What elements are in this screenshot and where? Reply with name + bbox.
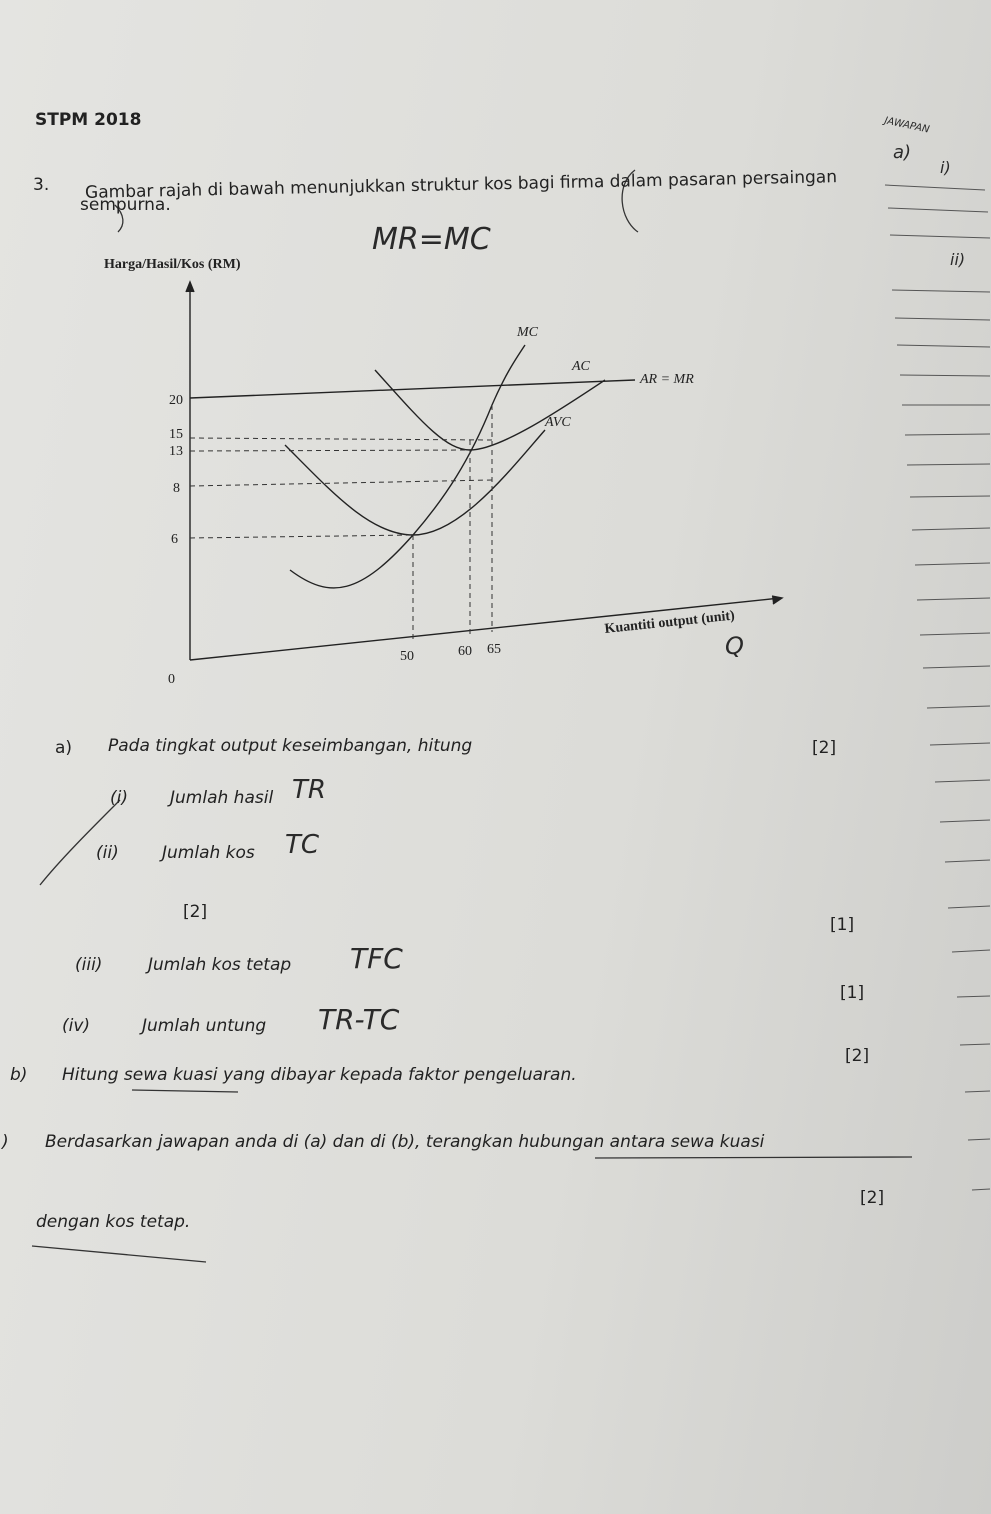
handwritten-text: a) [893,142,912,163]
item-number: (iii) [75,955,103,975]
handwritten-text: i) [940,158,951,177]
item-text: Jumlah kos tetap [148,955,292,975]
handwritten-text: TR [292,775,326,805]
item-number: (i) [110,788,128,808]
mark: [2] [860,1188,885,1208]
x-tick-label: 50 [400,649,414,664]
header-title: STPM 2018 [35,110,142,130]
y-tick-label: 13 [169,444,183,459]
handwritten-text: TR-TC [318,1003,400,1036]
y-tick-label: 6 [171,532,178,547]
x-axis-label: Kuantiti output (unit) [604,608,736,637]
mark: [1] [830,915,855,935]
y-axis-label: Harga/Hasil/Kos (RM) [104,257,241,272]
part-text: Berdasarkan jawapan anda di (a) dan di (… [45,1132,765,1152]
mark: [2] [812,738,837,758]
y-tick-label: 20 [169,393,183,408]
handwritten-text: MR=MC [372,222,491,257]
x-tick-label: 65 [487,642,501,657]
handwritten-text: TFC [350,942,403,975]
part-text: dengan kos tetap. [36,1212,191,1232]
item-text: Jumlah kos [162,843,255,863]
item-text: Jumlah untung [142,1016,267,1036]
handwritten-text: Q [725,632,744,660]
question-text: sempurna. [80,195,171,215]
curve-label: AR = MR [639,372,694,387]
item-number: (iv) [62,1016,91,1036]
item-number: (ii) [96,843,119,863]
y-tick-label: 15 [169,427,183,442]
question-number: 3. [33,175,50,195]
part-text: Hitung sewa kuasi yang dibayar kepada fa… [62,1065,577,1085]
part-label: ) [2,1132,9,1152]
part-text: Pada tingkat output keseimbangan, hitung [108,736,473,756]
mark: [2] [183,902,208,922]
y-tick-label: 8 [173,481,180,496]
handwritten-text: ii) [950,250,966,269]
curve-label: AC [571,359,591,374]
answer-lines [884,184,991,1191]
dashed-lines [189,405,493,640]
x-tick-label: 60 [458,644,472,659]
mark: [1] [840,983,865,1003]
part-label: a) [55,738,73,758]
mark: [2] [845,1046,870,1066]
chart-lines [185,280,784,661]
part-label: b) [10,1065,28,1085]
origin-label: 0 [168,672,175,687]
handwritten-marks [31,169,913,1263]
curve-label: MC [516,325,539,340]
item-text: Jumlah hasil [170,788,274,808]
handwritten-text: TC [285,830,320,860]
curve-label: AVC [544,415,571,430]
